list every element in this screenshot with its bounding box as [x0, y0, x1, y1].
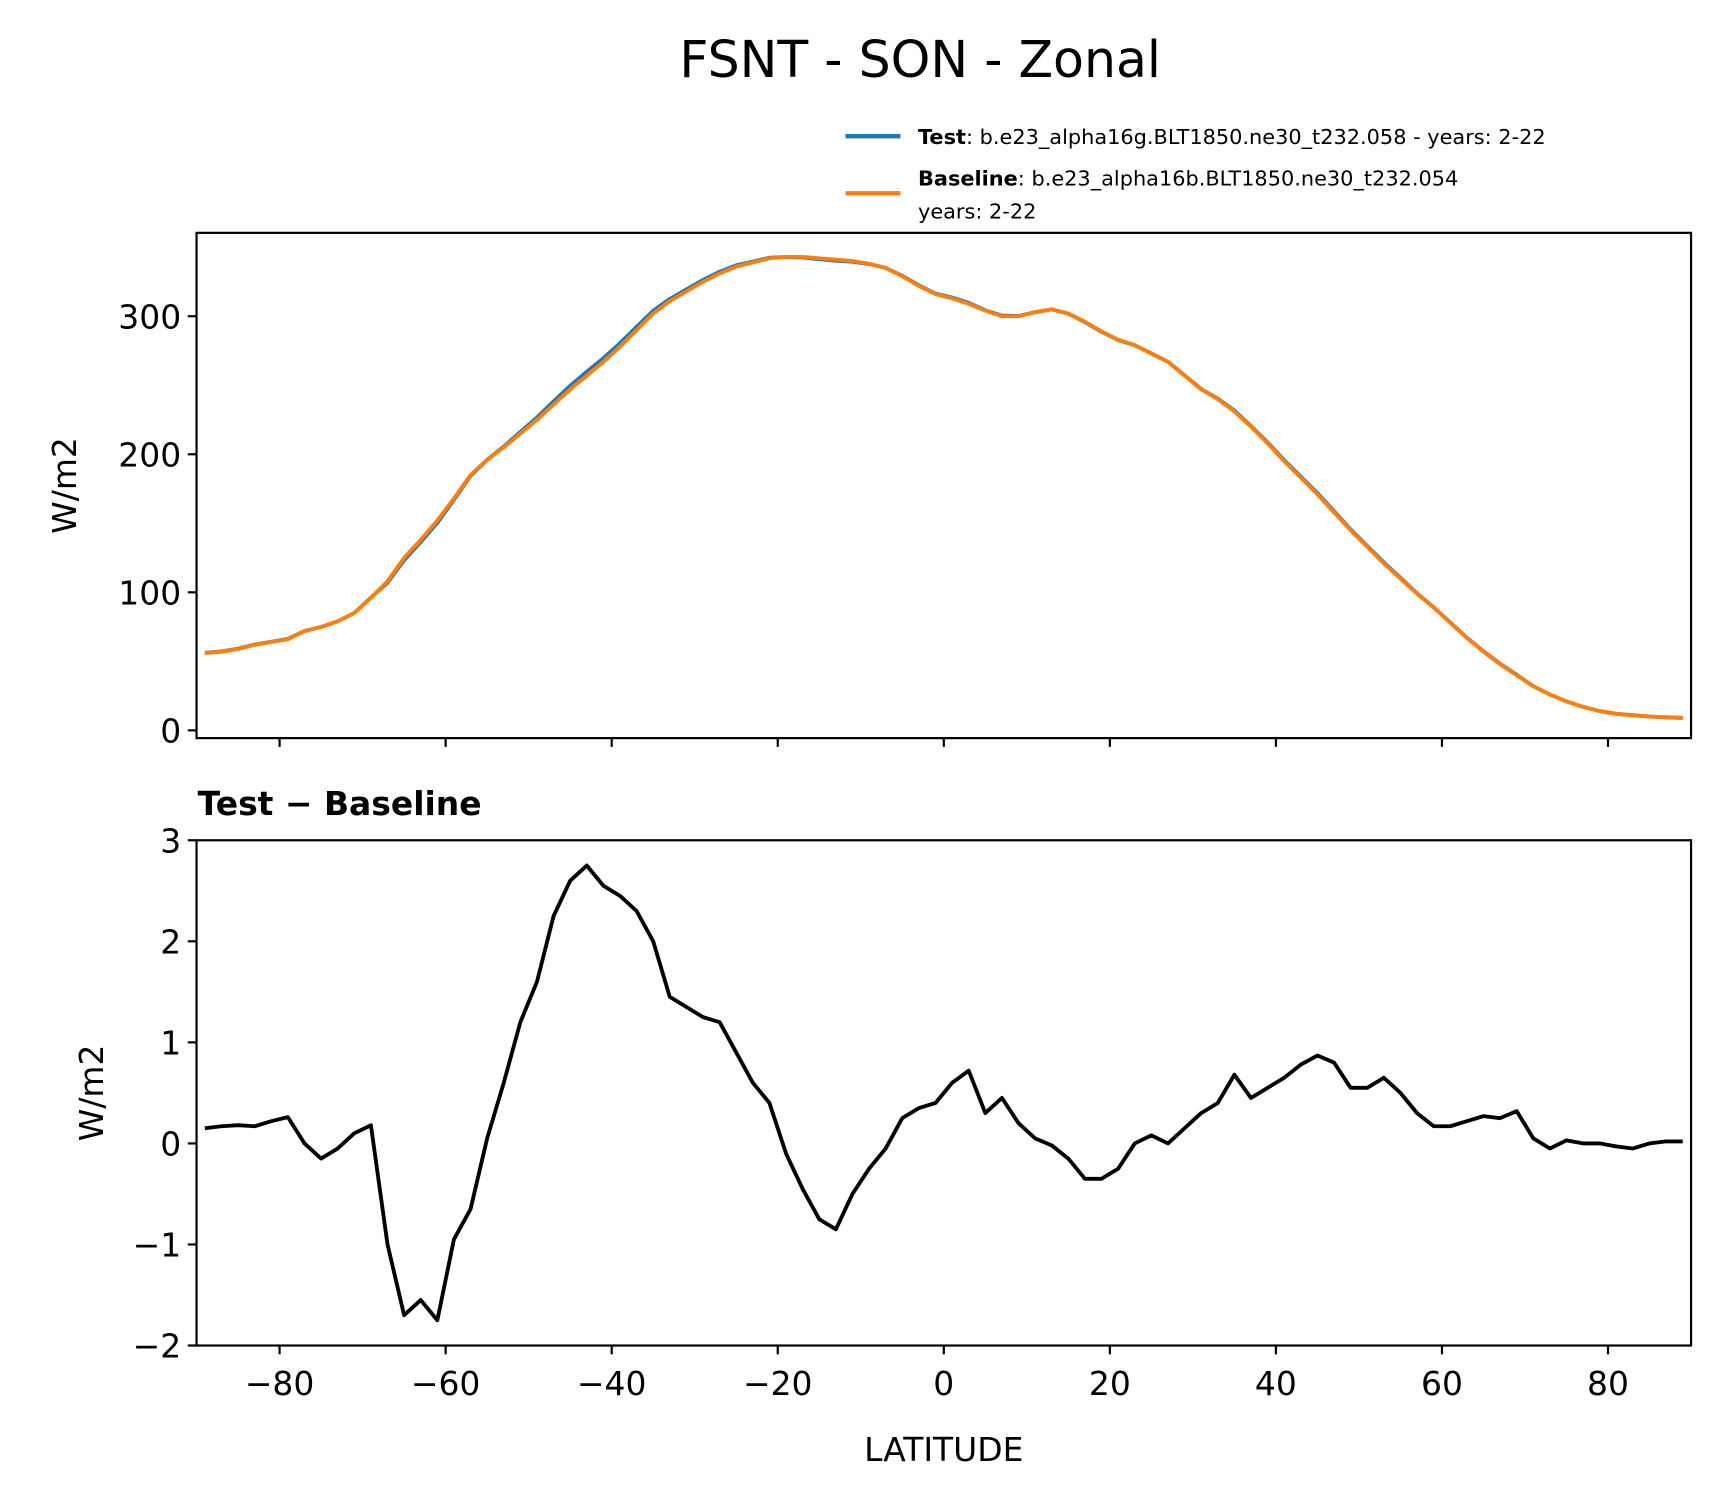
- data-line: [204, 254, 1683, 720]
- x-axis-label: LATITUDE: [864, 1430, 1023, 1469]
- y-tick-label: 100: [118, 573, 181, 612]
- y-tick-label: 200: [118, 435, 181, 474]
- y-tick-label: −1: [133, 1226, 182, 1265]
- figure-title: FSNT - SON - Zonal: [679, 30, 1160, 89]
- y-tick-label: 0: [160, 1124, 181, 1163]
- x-tick-label: 20: [1089, 1364, 1131, 1403]
- legend-description: : b.e23_alpha16g.BLT1850.ne30_t232.058 -…: [966, 125, 1546, 150]
- y-tick-label: 300: [118, 297, 181, 336]
- x-tick-label: −60: [411, 1364, 481, 1403]
- legend-label: years: 2-22: [918, 200, 1036, 224]
- y-tick-label: 2: [160, 922, 181, 961]
- y-tick-label: −2: [133, 1327, 182, 1366]
- x-tick-label: 0: [933, 1364, 954, 1403]
- y-axis-label: W/m2: [45, 437, 84, 534]
- y-tick-label: 3: [160, 821, 181, 860]
- panel-title: Test − Baseline: [198, 784, 482, 823]
- x-tick-label: −80: [245, 1364, 315, 1403]
- legend-name: Baseline: [918, 167, 1018, 191]
- legend-label: Test: b.e23_alpha16g.BLT1850.ne30_t232.0…: [918, 125, 1546, 150]
- data-line: [204, 863, 1683, 1323]
- legend-name: Test: [918, 125, 966, 149]
- x-tick-label: 60: [1421, 1364, 1463, 1403]
- x-tick-label: −40: [577, 1364, 647, 1403]
- x-tick-label: 40: [1255, 1364, 1297, 1403]
- legend-description: years: 2-22: [918, 200, 1036, 224]
- x-tick-label: −20: [743, 1364, 813, 1403]
- legend-label: Baseline: b.e23_alpha16b.BLT1850.ne30_t2…: [918, 167, 1458, 192]
- x-tick-label: 80: [1587, 1364, 1629, 1403]
- y-tick-label: 1: [160, 1023, 181, 1062]
- y-tick-label: 0: [160, 711, 181, 750]
- legend-description: : b.e23_alpha16b.BLT1850.ne30_t232.054: [1018, 167, 1459, 192]
- y-axis-label: W/m2: [72, 1045, 111, 1142]
